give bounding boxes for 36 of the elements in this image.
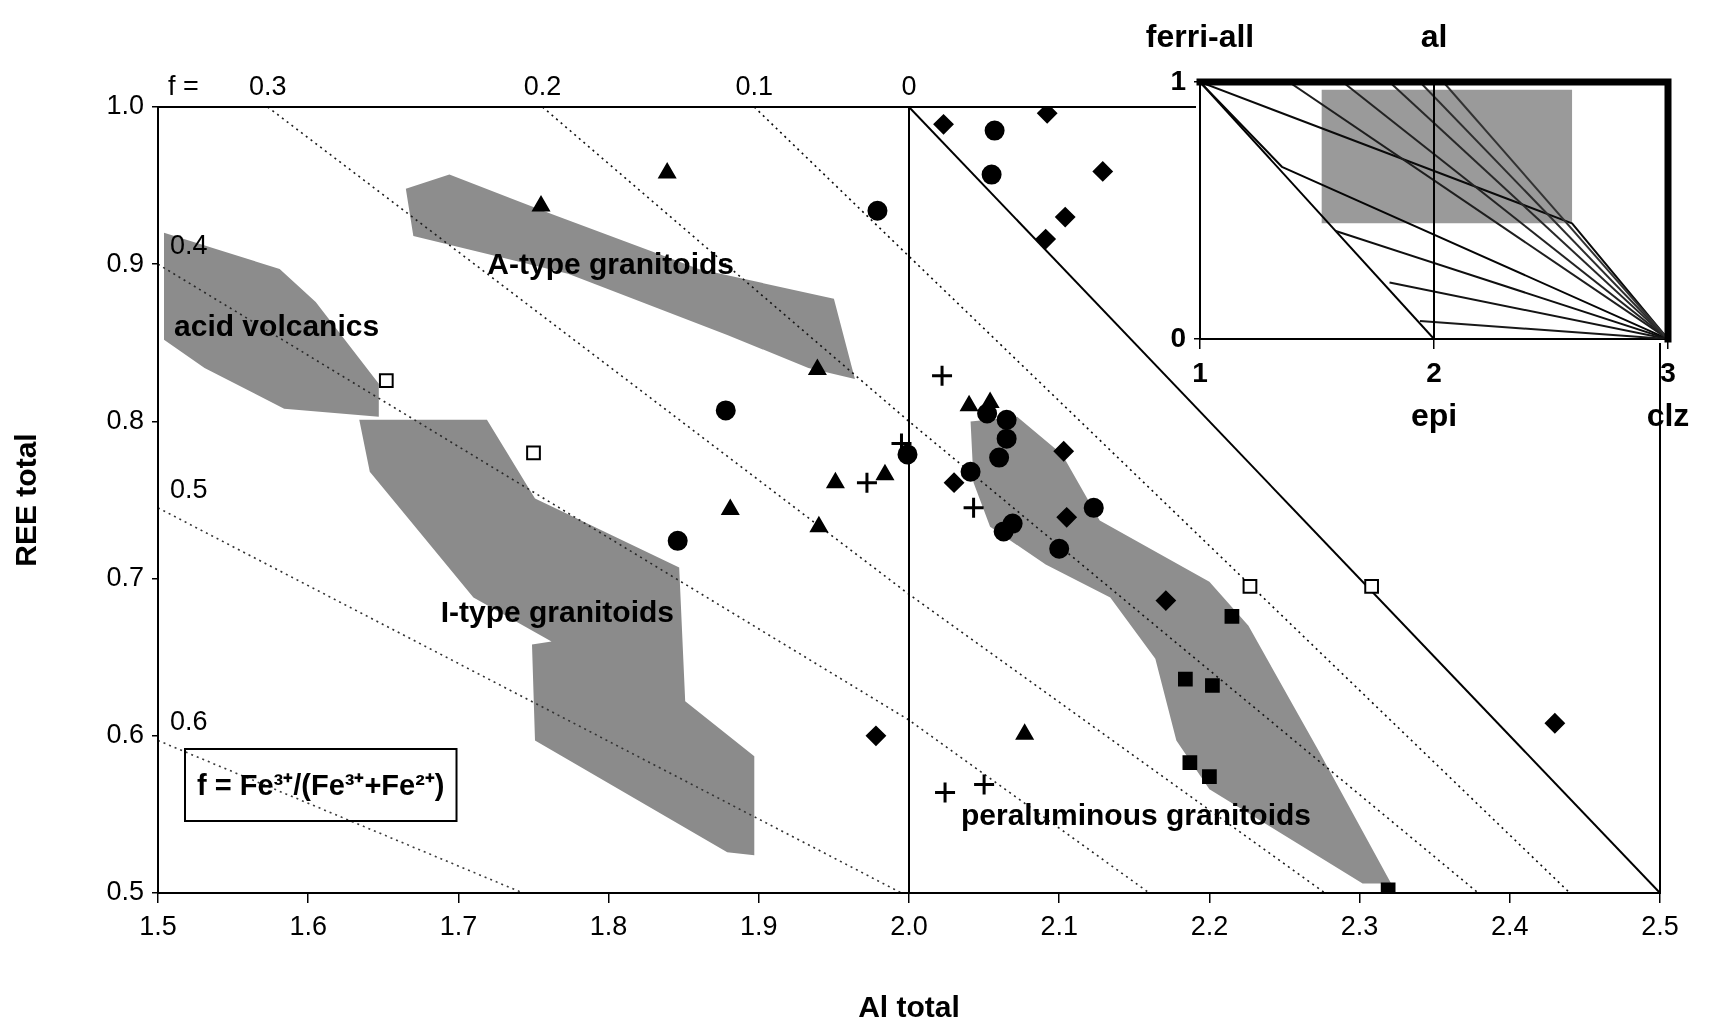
y-tick-label: 0.5 (106, 876, 144, 907)
y-tick-label: 0.9 (106, 247, 144, 278)
annotation: epi (1410, 396, 1458, 433)
annotation: f = Fe³⁺/(Fe³⁺+Fe²⁺) (197, 769, 445, 801)
x-tick-label: 2 (1426, 356, 1442, 388)
x-tick-label: 2.4 (1491, 910, 1529, 941)
annotation: 0.3 (248, 70, 287, 101)
x-tick-label: 1.9 (740, 910, 778, 941)
x-tick-label: 3 (1660, 356, 1676, 388)
y-tick-label: 0.6 (106, 719, 144, 750)
x-tick-label: 1.6 (289, 910, 327, 941)
x-tick-label: 1.8 (589, 910, 628, 941)
annotation: 0.1 (735, 70, 774, 101)
x-axis-title: Al total (858, 990, 960, 1024)
annotation: 0 (901, 70, 917, 101)
x-tick-label: 1.5 (139, 910, 177, 941)
y-axis-title: REE total (9, 433, 43, 567)
y-tick-label: 0.7 (106, 562, 144, 593)
x-tick-label: 1 (1192, 356, 1208, 388)
annotation: 0.5 (170, 473, 208, 504)
y-tick-label: 0.8 (106, 404, 144, 435)
annotation: 0.4 (170, 230, 208, 261)
x-tick-label: 2.1 (1040, 910, 1078, 941)
annotation: ferri-all (1145, 17, 1255, 54)
x-tick-label: 2.0 (890, 910, 928, 941)
x-tick-label: 2.3 (1340, 910, 1379, 941)
x-tick-label: 2.5 (1641, 910, 1679, 941)
series-label: peraluminous granitoids (960, 798, 1311, 832)
text: f = (168, 70, 199, 101)
annotation: 0.6 (170, 706, 208, 737)
x-tick-label: 1.7 (439, 910, 478, 941)
x-tick-label: 2.2 (1190, 910, 1229, 941)
y-tick-label: 1.0 (106, 90, 144, 121)
series-label: I-type granitoids (440, 594, 674, 628)
annotation: al (1420, 17, 1448, 54)
annotation: 0.2 (523, 70, 562, 101)
